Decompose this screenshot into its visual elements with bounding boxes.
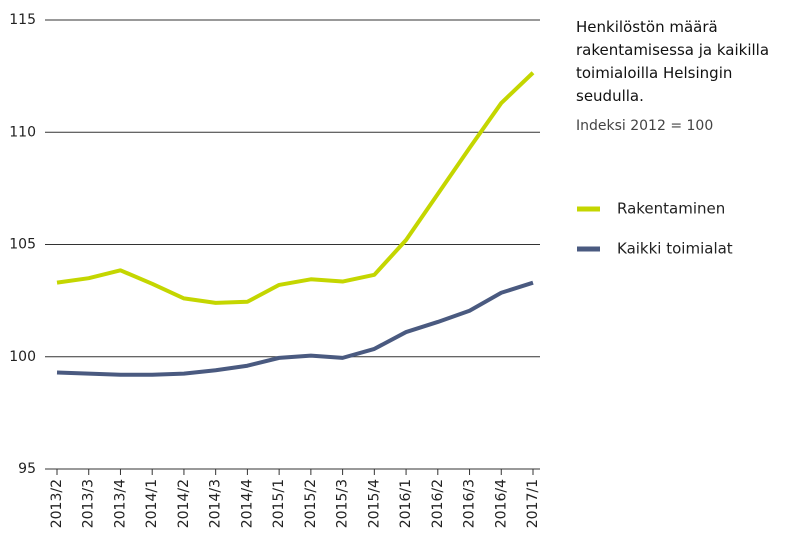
y-tick-label: 105: [9, 237, 36, 253]
x-tick-label: 2017/1: [525, 479, 541, 528]
x-tick-label: 2013/4: [112, 479, 128, 528]
x-tick-label: 2016/2: [430, 479, 446, 528]
x-tick-label: 2014/4: [239, 479, 255, 528]
x-tick-label: 2016/3: [462, 479, 478, 528]
chart-title: Henkilöstön määrä rakentamisessa ja kaik…: [576, 18, 770, 105]
series-line: [56, 280, 534, 377]
x-tick-label: 2015/3: [335, 479, 351, 528]
x-tick-label: 2013/3: [81, 479, 97, 528]
x-tick-label: 2016/1: [398, 479, 414, 528]
y-tick-label: 100: [9, 349, 36, 365]
x-tick-label: 2016/4: [493, 479, 509, 528]
x-tick-label: 2015/4: [366, 479, 382, 528]
legend-label: Kaikki toimialat: [617, 240, 733, 258]
series-line: [56, 71, 535, 305]
y-tick-label: 115: [9, 12, 36, 28]
y-tick-label: 95: [18, 461, 36, 477]
x-tick-label: 2014/2: [176, 479, 192, 528]
x-tick-label: 2014/1: [144, 479, 160, 528]
x-tick-label: 2014/3: [208, 479, 224, 528]
chart-subtitle: Indeksi 2012 = 100: [576, 118, 714, 134]
y-tick-label: 110: [9, 124, 36, 140]
x-tick-label: 2013/2: [49, 479, 65, 528]
legend-label: Rakentaminen: [617, 200, 725, 218]
x-tick-label: 2015/2: [303, 479, 319, 528]
x-tick-label: 2015/1: [271, 479, 287, 528]
